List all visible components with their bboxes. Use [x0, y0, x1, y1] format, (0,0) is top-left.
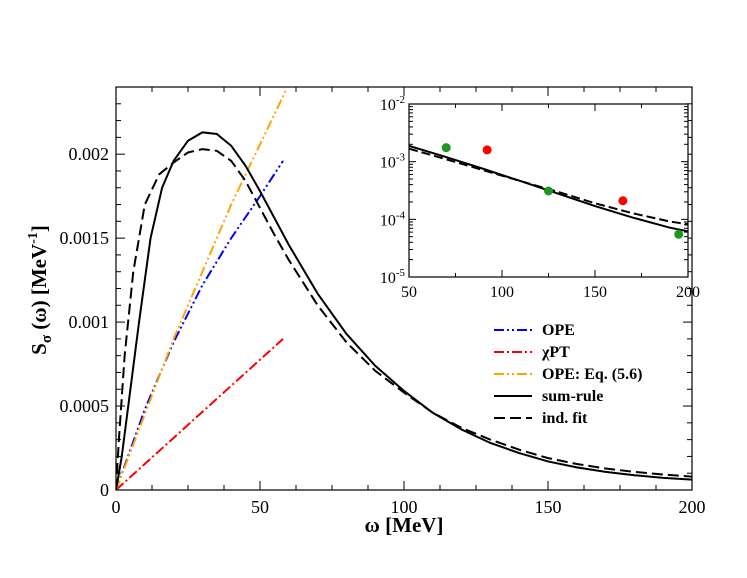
x-tick-label: 50 — [251, 497, 269, 517]
y-axis-label: Sσ (ω) [MeV-1] — [26, 225, 55, 355]
y-axis-label-close: ] — [27, 225, 51, 232]
series-line-sum-rule — [116, 131, 692, 490]
inset-data-point — [544, 186, 553, 196]
legend-label: ind. fit — [542, 410, 588, 427]
inset-y-tick-label: 10-3 — [380, 152, 406, 172]
inset-data-point — [618, 196, 628, 206]
y-tick-label: 0.002 — [69, 144, 110, 164]
legend-label: OPE: Eq. (5.6) — [542, 366, 642, 383]
series-line--pt — [116, 338, 284, 490]
inset-y-tick-label: 10-5 — [380, 267, 406, 287]
inset-x-tick-label: 100 — [490, 284, 514, 301]
inset-y-tick-label: 10-4 — [380, 209, 406, 229]
x-axis-label: ω [MeV] — [365, 513, 444, 537]
legend-label: OPE — [542, 322, 575, 339]
inset-x-tick-label: 50 — [401, 284, 417, 301]
inset-data-point — [674, 229, 684, 239]
y-axis-label-tail: (ω) [MeV — [27, 244, 51, 335]
x-tick-label: 100 — [391, 497, 418, 517]
x-tick-label: 150 — [535, 497, 562, 517]
legend: OPE χPT OPE: Eq. (5.6) sum-rule ind. fit — [494, 322, 642, 427]
x-tick-label: 0 — [112, 497, 121, 517]
y-tick-label: 0.001 — [69, 312, 110, 332]
y-axis-label-main: S — [27, 343, 51, 355]
legend-label: χPT — [541, 344, 570, 361]
inset-chart: 50 100 150 200 10-5 10-4 10-3 10-2 — [380, 94, 700, 301]
inset-y-tick-label: 10-2 — [380, 94, 405, 114]
inset-points-group — [441, 143, 684, 239]
inset-x-tick-label: 150 — [583, 284, 607, 301]
inset-series-group — [408, 144, 689, 233]
y-tick-label: 0 — [100, 480, 109, 500]
series-line-ind-fit — [116, 148, 692, 490]
legend-label: sum-rule — [542, 388, 603, 405]
inset-data-point — [482, 145, 492, 155]
inset-data-point — [441, 143, 451, 153]
series-line-ope-eq-5-6- — [116, 89, 287, 490]
y-tick-label: 0.0005 — [60, 396, 110, 416]
inset-x-tick-label: 200 — [676, 284, 700, 301]
inset-ticks: 50 100 150 200 10-5 10-4 10-3 10-2 — [380, 94, 700, 301]
main-ticks: 0 50 100 150 200 0 0.0005 0.001 0.0015 0.002 — [60, 87, 706, 517]
y-axis-label-sub: σ — [39, 334, 55, 343]
x-tick-label: 200 — [679, 497, 706, 517]
main-series-group — [116, 89, 692, 490]
inset-series-line-sum-rule — [408, 144, 689, 233]
series-line-ope — [116, 160, 284, 490]
y-tick-label: 0.0015 — [60, 228, 110, 248]
y-axis-label-sup: -1 — [26, 232, 41, 244]
